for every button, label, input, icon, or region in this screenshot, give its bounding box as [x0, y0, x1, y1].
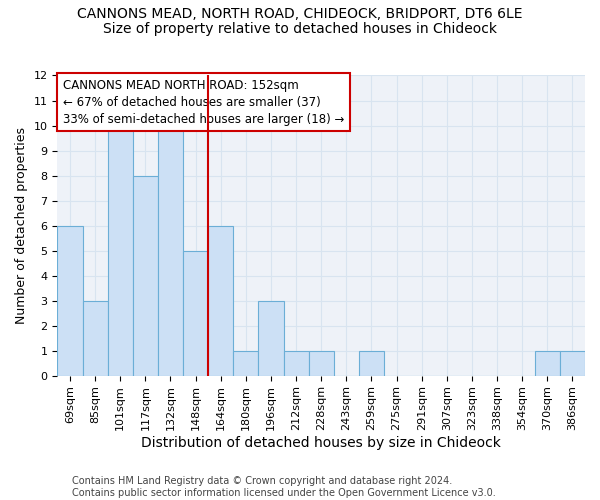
Text: Size of property relative to detached houses in Chideock: Size of property relative to detached ho… — [103, 22, 497, 36]
Bar — [58, 226, 83, 376]
Bar — [107, 126, 133, 376]
Text: Contains HM Land Registry data © Crown copyright and database right 2024.
Contai: Contains HM Land Registry data © Crown c… — [72, 476, 496, 498]
Bar — [259, 300, 284, 376]
Bar — [560, 350, 585, 376]
Bar — [233, 350, 259, 376]
Text: CANNONS MEAD NORTH ROAD: 152sqm
← 67% of detached houses are smaller (37)
33% of: CANNONS MEAD NORTH ROAD: 152sqm ← 67% of… — [62, 78, 344, 126]
Bar — [208, 226, 233, 376]
Bar — [359, 350, 384, 376]
Bar — [133, 176, 158, 376]
X-axis label: Distribution of detached houses by size in Chideock: Distribution of detached houses by size … — [141, 436, 501, 450]
Bar — [535, 350, 560, 376]
Text: CANNONS MEAD, NORTH ROAD, CHIDEOCK, BRIDPORT, DT6 6LE: CANNONS MEAD, NORTH ROAD, CHIDEOCK, BRID… — [77, 8, 523, 22]
Bar — [158, 126, 183, 376]
Bar — [183, 250, 208, 376]
Bar — [83, 300, 107, 376]
Bar — [284, 350, 308, 376]
Y-axis label: Number of detached properties: Number of detached properties — [15, 127, 28, 324]
Bar — [308, 350, 334, 376]
